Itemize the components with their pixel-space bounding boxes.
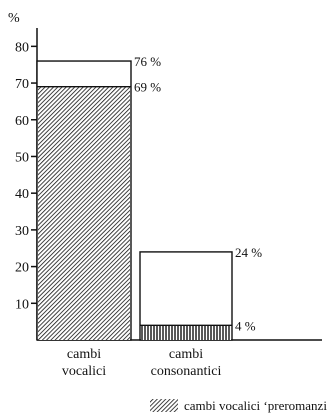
y-tick-label: 70 — [15, 77, 29, 92]
data-label-hatched-1: 4 % — [235, 318, 256, 333]
x-tick-label-line1: cambi — [169, 347, 203, 362]
y-unit-label: % — [8, 11, 20, 26]
bar-hatched-1 — [141, 325, 231, 340]
y-tick-label: 40 — [15, 187, 29, 202]
y-tick-label: 10 — [15, 297, 29, 312]
x-tick-label-line2: vocalici — [62, 364, 106, 379]
y-tick-label: 60 — [15, 114, 29, 129]
y-tick-label: 30 — [15, 224, 29, 239]
legend-swatch — [150, 399, 178, 412]
data-label-total-0: 76 % — [134, 54, 161, 69]
data-label-total-1: 24 % — [235, 245, 262, 260]
legend-label: cambi vocalici ‘preromanzi’ — [184, 398, 328, 413]
bar-hatched-0 — [38, 86, 130, 341]
x-tick-label-line2: consonantici — [151, 364, 222, 379]
data-label-hatched-0: 69 % — [134, 80, 161, 95]
y-tick-label: 20 — [15, 261, 29, 276]
y-tick-label: 50 — [15, 150, 29, 165]
x-tick-label-line1: cambi — [67, 347, 101, 362]
y-tick-label: 80 — [15, 40, 29, 55]
legend: cambi vocalici ‘preromanzi’ — [150, 398, 328, 413]
